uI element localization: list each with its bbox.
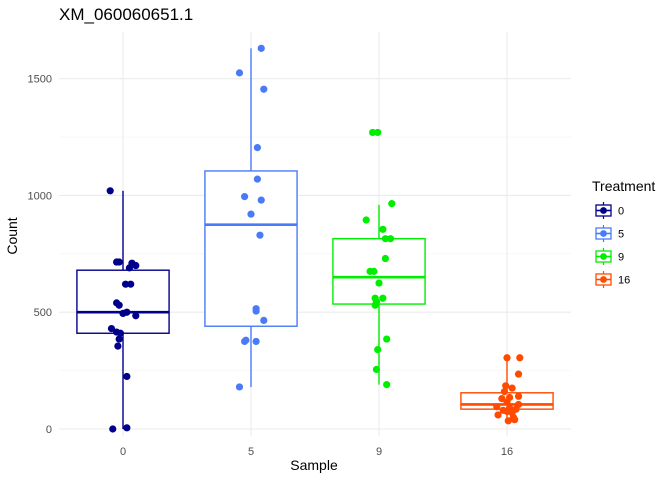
data-points xyxy=(106,44,524,433)
data-point xyxy=(116,329,125,337)
data-point xyxy=(372,365,381,374)
data-point xyxy=(386,235,395,243)
y-tick-label: 0 xyxy=(46,424,52,436)
chart-title: XM_060060651.1 xyxy=(59,5,193,24)
data-point xyxy=(115,258,123,266)
data-point xyxy=(502,382,510,390)
legend-item-9: 9 xyxy=(595,248,624,265)
data-point xyxy=(388,200,396,208)
data-point xyxy=(260,316,268,325)
y-tick-label: 1000 xyxy=(28,190,52,202)
data-point xyxy=(253,175,261,183)
data-point xyxy=(381,254,389,263)
data-point xyxy=(498,395,506,403)
data-point xyxy=(374,128,382,137)
data-point xyxy=(370,267,378,275)
data-point xyxy=(132,261,140,270)
grid xyxy=(59,32,571,436)
legend-key-point xyxy=(600,230,607,237)
data-point xyxy=(252,307,260,315)
legend-label: 0 xyxy=(618,206,624,218)
data-point xyxy=(514,392,523,400)
data-point xyxy=(257,44,265,52)
data-point xyxy=(106,187,114,195)
legend-key-point xyxy=(600,276,607,283)
data-point xyxy=(504,417,512,425)
y-axis-title: Count xyxy=(4,217,20,254)
data-point xyxy=(381,235,389,243)
box-0 xyxy=(76,269,170,334)
data-point xyxy=(503,354,511,362)
legend-key-point xyxy=(600,253,607,260)
data-point xyxy=(383,381,391,389)
data-point xyxy=(132,312,140,320)
data-point xyxy=(375,279,383,287)
data-point xyxy=(369,128,377,137)
data-point xyxy=(374,345,382,354)
boxes xyxy=(76,48,554,429)
data-point xyxy=(125,264,133,272)
x-tick-label: 5 xyxy=(248,446,254,458)
data-point xyxy=(379,294,387,302)
data-point xyxy=(127,280,135,288)
data-point xyxy=(123,424,131,432)
legend-label: 5 xyxy=(618,229,624,241)
data-point xyxy=(371,301,379,309)
legend: Treatment 0 5 9 16 xyxy=(592,178,655,288)
legend-label: 9 xyxy=(618,252,624,264)
data-point xyxy=(260,85,268,93)
data-point xyxy=(494,411,502,419)
data-point xyxy=(115,335,123,343)
data-point xyxy=(508,384,516,392)
data-point xyxy=(235,383,244,391)
data-point xyxy=(123,372,131,381)
data-point xyxy=(379,225,387,233)
x-tick-label: 0 xyxy=(120,446,126,458)
legend-item-0: 0 xyxy=(595,202,624,219)
data-point xyxy=(235,69,244,77)
data-point xyxy=(383,335,391,343)
data-point xyxy=(109,425,117,433)
data-point xyxy=(493,403,501,411)
data-point xyxy=(362,216,370,224)
data-point xyxy=(115,301,123,309)
data-point xyxy=(252,337,260,346)
x-tick-label: 16 xyxy=(501,446,513,458)
data-point xyxy=(503,398,511,406)
y-tick-label: 500 xyxy=(34,307,52,319)
data-point xyxy=(119,309,127,317)
data-point xyxy=(256,231,264,239)
data-point xyxy=(241,193,249,201)
legend-key-point xyxy=(600,207,607,214)
data-point xyxy=(500,388,509,396)
x-axis-title: Sample xyxy=(290,457,338,473)
data-point xyxy=(257,196,265,204)
axis-ticks: 0 500 1000 1500 0 5 9 16 xyxy=(28,74,514,458)
data-point xyxy=(241,337,249,346)
y-tick-label: 1500 xyxy=(28,74,52,86)
data-point xyxy=(121,280,130,288)
box-5 xyxy=(204,170,298,327)
legend-label: 16 xyxy=(618,275,630,287)
legend-item-5: 5 xyxy=(595,225,624,242)
data-point xyxy=(514,370,523,378)
data-point xyxy=(247,210,255,218)
data-point xyxy=(114,342,122,350)
data-point xyxy=(511,416,519,424)
data-point xyxy=(253,143,261,152)
legend-item-16: 16 xyxy=(595,271,630,288)
data-point xyxy=(516,354,524,362)
legend-title: Treatment xyxy=(592,178,655,194)
x-tick-label: 9 xyxy=(376,446,382,458)
box-9 xyxy=(332,237,426,305)
data-point xyxy=(107,324,116,333)
